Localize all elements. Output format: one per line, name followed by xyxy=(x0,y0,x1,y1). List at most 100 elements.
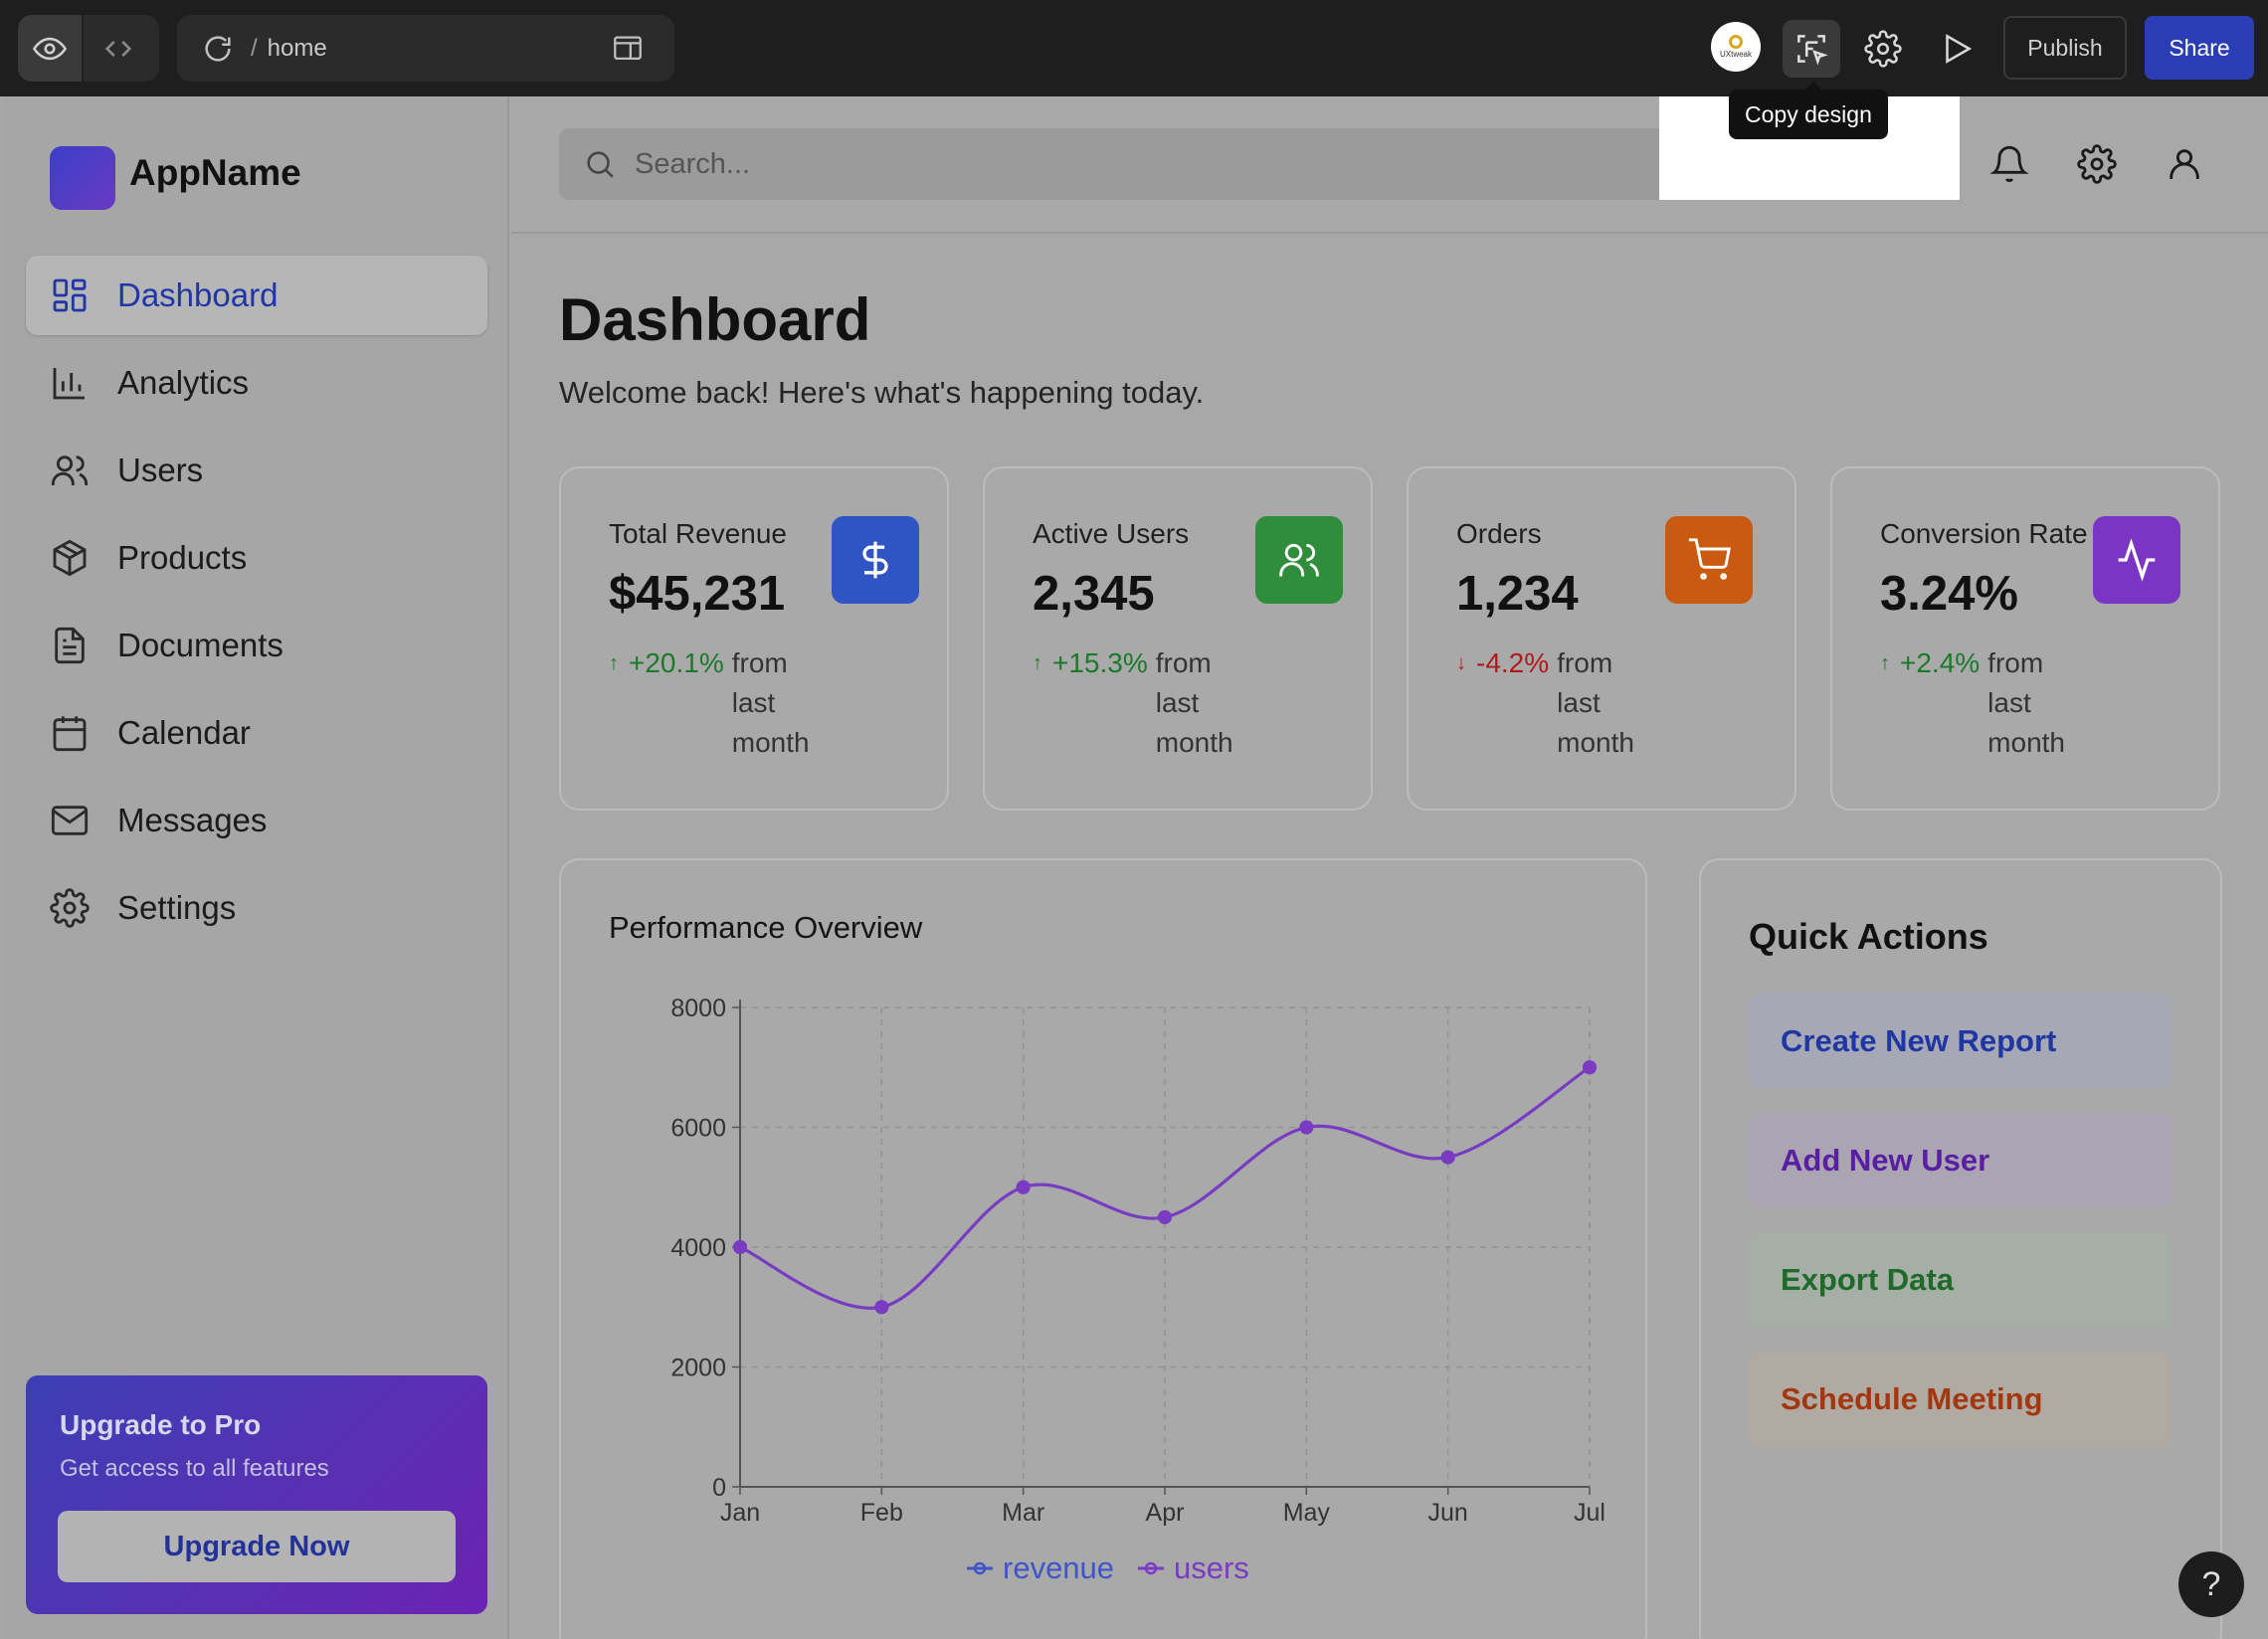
y-tick-label: 6000 xyxy=(670,1115,726,1143)
app-header xyxy=(511,96,2268,234)
stat-change-value: -4.2% xyxy=(1476,647,1550,678)
x-tick-label: Jul xyxy=(1574,1499,1606,1527)
editor-toolbar: / home UXtweak Publish Share xyxy=(0,0,2268,96)
stat-change-value: +20.1% xyxy=(629,647,724,678)
share-button[interactable]: Share xyxy=(2145,16,2254,80)
stat-icon-tile xyxy=(1665,516,1753,604)
sidebar-nav: Dashboard Analytics Users Products Docum… xyxy=(26,256,487,956)
sidebar-item-dashboard[interactable]: Dashboard xyxy=(26,256,487,335)
eye-icon xyxy=(33,37,67,60)
sidebar-item-label: Analytics xyxy=(117,364,250,401)
y-tick-label: 8000 xyxy=(670,995,726,1022)
sidebar-item-label: Products xyxy=(117,539,248,576)
stat-card-conversion-rate: Conversion Rate 3.24% ↑ +2.4% from last … xyxy=(1830,466,2220,811)
reload-button[interactable] xyxy=(185,15,251,82)
stat-change: ↑ +15.3% from last month xyxy=(1033,643,1245,763)
help-button[interactable]: ? xyxy=(2178,1551,2244,1617)
add-user-button[interactable]: Add New User xyxy=(1749,1113,2171,1208)
gear-icon xyxy=(2077,144,2117,184)
stat-card-active-users: Active Users 2,345 ↑ +15.3% from last mo… xyxy=(983,466,1373,811)
schedule-meeting-button[interactable]: Schedule Meeting xyxy=(1749,1352,2171,1447)
sidebar-item-products[interactable]: Products xyxy=(26,518,487,598)
url-bar: / home xyxy=(177,15,674,82)
dollar-icon xyxy=(862,541,888,579)
sidebar-item-label: Documents xyxy=(117,627,284,663)
sidebar-item-calendar[interactable]: Calendar xyxy=(26,693,487,773)
search-bar xyxy=(559,128,1703,200)
arrow-down-icon: ↓ xyxy=(1456,652,1466,674)
sidebar-item-label: Users xyxy=(117,452,204,488)
stat-label: Conversion Rate xyxy=(1880,518,2088,549)
copy-design-button[interactable] xyxy=(1783,20,1840,78)
data-point-users xyxy=(1440,1150,1455,1165)
stat-value: 2,345 xyxy=(1033,567,1155,621)
upgrade-card: Upgrade to Pro Get access to all feature… xyxy=(26,1375,487,1614)
arrow-up-icon: ↑ xyxy=(609,652,619,674)
url-slash: / xyxy=(251,35,258,62)
stat-label: Total Revenue xyxy=(609,518,788,549)
responsive-preview-button[interactable] xyxy=(595,15,661,82)
arrow-up-icon: ↑ xyxy=(1033,652,1042,674)
upgrade-subtitle: Get access to all features xyxy=(60,1455,329,1482)
publish-button[interactable]: Publish xyxy=(2003,16,2127,80)
stat-change: ↓ -4.2% from last month xyxy=(1456,643,1646,763)
data-point-users xyxy=(733,1240,747,1254)
users-icon xyxy=(1279,543,1319,577)
profile-button[interactable] xyxy=(2157,136,2212,192)
page-subtitle: Welcome back! Here's what's happening to… xyxy=(559,375,1205,410)
play-preview-button[interactable] xyxy=(1928,20,1985,78)
document-icon xyxy=(55,627,85,664)
preview-button[interactable] xyxy=(18,15,84,82)
url-path-text: home xyxy=(267,35,327,62)
app-logo xyxy=(50,146,115,210)
y-tick-label: 2000 xyxy=(670,1355,726,1382)
chart-title: Performance Overview xyxy=(609,910,923,945)
y-tick-label: 0 xyxy=(712,1474,726,1502)
cart-icon xyxy=(1688,538,1731,580)
user-avatar[interactable]: UXtweak xyxy=(1711,22,1761,72)
legend-label-revenue: revenue xyxy=(1003,1550,1114,1585)
sidebar-item-messages[interactable]: Messages xyxy=(26,781,487,860)
stat-label: Orders xyxy=(1456,518,1542,549)
gear-icon xyxy=(50,888,90,928)
stat-icon-tile xyxy=(1255,516,1343,604)
quick-actions-title: Quick Actions xyxy=(1749,916,1988,957)
bar-chart-icon xyxy=(53,368,85,400)
data-point-users xyxy=(1016,1180,1031,1194)
user-icon xyxy=(2170,149,2199,179)
copy-design-tooltip: Copy design xyxy=(1729,82,1888,139)
notifications-button[interactable] xyxy=(1982,136,2037,192)
x-tick-label: May xyxy=(1283,1499,1331,1527)
sidebar-item-settings[interactable]: Settings xyxy=(26,868,487,948)
stat-change-caption: from last month xyxy=(1557,647,1634,758)
upgrade-now-button[interactable]: Upgrade Now xyxy=(58,1511,456,1582)
x-tick-label: Feb xyxy=(860,1499,903,1527)
code-icon xyxy=(104,40,132,57)
stat-change-value: +2.4% xyxy=(1900,647,1981,678)
users-icon xyxy=(51,455,89,485)
header-settings-button[interactable] xyxy=(2069,136,2125,192)
settings-button[interactable] xyxy=(1854,20,1912,78)
performance-card: Performance Overview 0 2000 4000 6000 8000 Ja… xyxy=(559,858,1647,1639)
calendar-icon xyxy=(53,716,87,752)
avatar-text: UXtweak xyxy=(1719,50,1752,59)
sidebar-item-analytics[interactable]: Analytics xyxy=(26,343,487,423)
stat-change: ↑ +20.1% from last month xyxy=(609,643,822,763)
stat-value: $45,231 xyxy=(609,567,786,621)
sidebar-item-documents[interactable]: Documents xyxy=(26,606,487,685)
url-path[interactable]: / home xyxy=(251,15,327,82)
stat-icon-tile xyxy=(832,516,919,604)
create-report-button[interactable]: Create New Report xyxy=(1749,994,2171,1089)
code-view-button[interactable] xyxy=(86,15,151,82)
stat-label: Active Users xyxy=(1033,518,1190,549)
search-input[interactable] xyxy=(635,128,1669,200)
data-point-users xyxy=(1299,1120,1314,1135)
stat-icon-tile xyxy=(2093,516,2180,604)
x-tick-label: Jan xyxy=(720,1499,760,1527)
export-data-button[interactable]: Export Data xyxy=(1749,1232,2171,1328)
stat-change-caption: from last month xyxy=(1987,647,2065,758)
quick-actions-card: Quick Actions Create New Report Add New … xyxy=(1699,858,2222,1639)
sidebar-item-users[interactable]: Users xyxy=(26,431,487,510)
x-tick-label: Jun xyxy=(1428,1499,1468,1527)
view-toggle-group xyxy=(18,15,159,82)
